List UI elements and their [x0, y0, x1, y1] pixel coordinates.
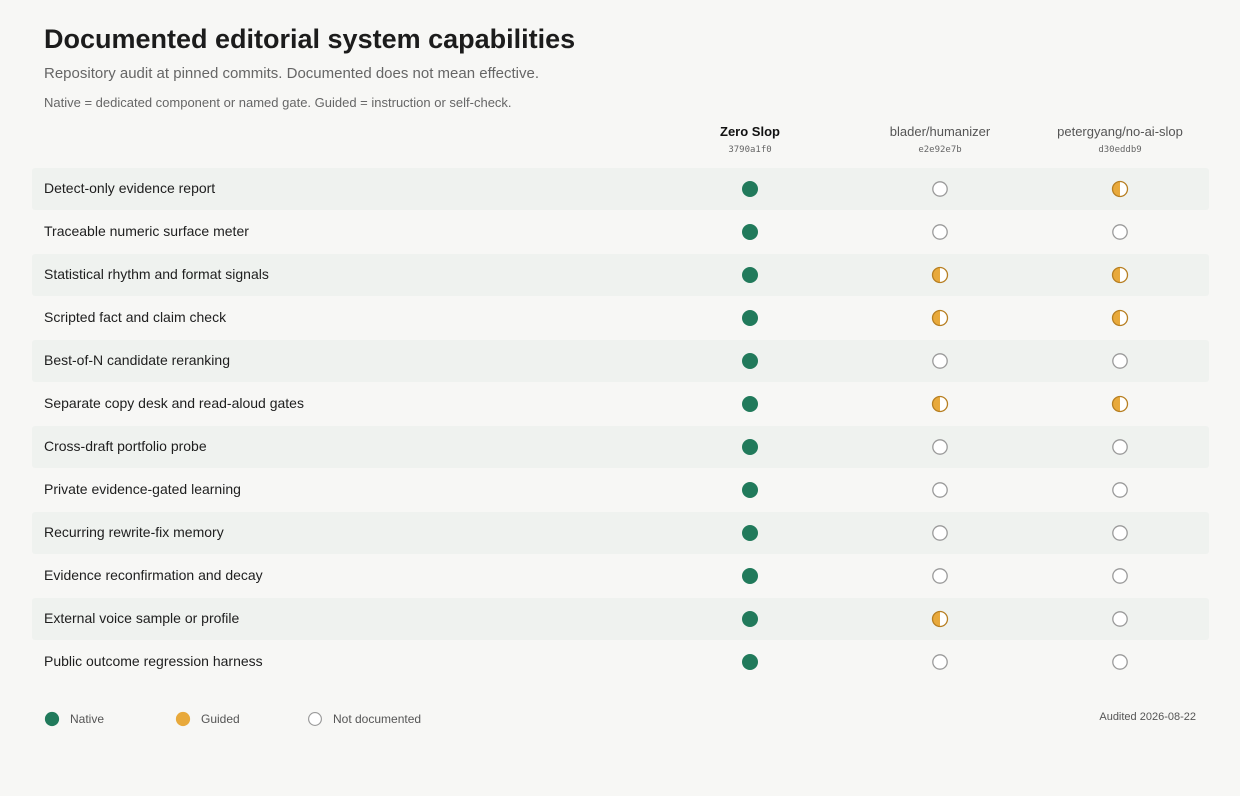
status-mark-none — [931, 180, 949, 198]
status-mark-native — [741, 266, 759, 284]
status-mark-none — [1111, 481, 1129, 499]
capability-label: Private evidence-gated learning — [44, 481, 241, 497]
status-mark-native — [741, 223, 759, 241]
status-mark-guided — [931, 309, 949, 327]
column-commit: e2e92e7b — [918, 145, 962, 155]
status-mark-none — [1111, 223, 1129, 241]
status-mark-native — [741, 524, 759, 542]
status-mark-native — [741, 395, 759, 413]
status-mark-none — [1111, 438, 1129, 456]
status-mark-guided — [1111, 309, 1129, 327]
status-mark-none — [931, 567, 949, 585]
column-header: blader/humanizer e2e92e7b — [840, 124, 1040, 155]
status-mark-guided — [1111, 266, 1129, 284]
legend-label: Native — [70, 712, 105, 726]
column-name: blader/humanizer — [889, 124, 991, 139]
capability-label: Best-of-N candidate reranking — [44, 352, 230, 368]
status-mark-none — [931, 223, 949, 241]
table-row: Evidence reconfirmation and decay — [32, 555, 1209, 597]
status-mark-none — [931, 481, 949, 499]
status-mark-guided — [1111, 180, 1129, 198]
table-row: Recurring rewrite-fix memory — [32, 512, 1209, 554]
status-mark-native — [741, 309, 759, 327]
status-mark-native — [741, 180, 759, 198]
capability-label: Traceable numeric surface meter — [44, 223, 249, 239]
column-name: petergyang/no-ai-slop — [1057, 124, 1183, 139]
status-mark-native — [741, 481, 759, 499]
status-mark-none — [931, 653, 949, 671]
column-name: Zero Slop — [720, 124, 780, 139]
capability-label: Cross-draft portfolio probe — [44, 438, 207, 454]
table-row: Best-of-N candidate reranking — [32, 340, 1209, 382]
table-row: Scripted fact and claim check — [32, 297, 1209, 339]
status-mark-none — [1111, 567, 1129, 585]
status-mark-guided — [931, 266, 949, 284]
page-title: Documented editorial system capabilities — [44, 24, 576, 54]
status-mark-none — [1111, 352, 1129, 370]
legend-note: Native = dedicated component or named ga… — [44, 95, 512, 110]
status-mark-none — [1111, 610, 1129, 628]
table-row: Private evidence-gated learning — [32, 469, 1209, 511]
column-header: petergyang/no-ai-slop d30eddb9 — [1020, 124, 1220, 155]
column-commit: 3790a1f0 — [728, 145, 772, 155]
status-mark-guided — [931, 395, 949, 413]
table-row: Public outcome regression harness — [32, 641, 1209, 683]
table-row: Statistical rhythm and format signals — [32, 254, 1209, 296]
status-mark-none — [1111, 524, 1129, 542]
legend-label: Not documented — [333, 712, 422, 726]
page-subtitle: Repository audit at pinned commits. Docu… — [44, 65, 539, 82]
status-mark-none — [931, 524, 949, 542]
status-mark-native — [741, 438, 759, 456]
status-mark-guided — [931, 610, 949, 628]
legend-swatch — [308, 712, 322, 726]
column-commit: d30eddb9 — [1098, 145, 1142, 155]
status-mark-guided — [1111, 395, 1129, 413]
table-row: Detect-only evidence report — [32, 168, 1209, 210]
capability-label: Evidence reconfirmation and decay — [44, 567, 263, 583]
capability-label: Detect-only evidence report — [44, 180, 216, 196]
table-row: Separate copy desk and read-aloud gates — [32, 383, 1209, 425]
table-row: Cross-draft portfolio probe — [32, 426, 1209, 468]
status-mark-none — [931, 438, 949, 456]
capability-label: External voice sample or profile — [44, 610, 240, 626]
legend-swatch — [175, 711, 191, 727]
legend-item-none: Not documented — [307, 710, 421, 728]
status-mark-none — [1111, 653, 1129, 671]
status-mark-none — [931, 352, 949, 370]
capability-label: Scripted fact and claim check — [44, 309, 227, 325]
capability-label: Recurring rewrite-fix memory — [44, 524, 224, 540]
capability-label: Separate copy desk and read-aloud gates — [44, 395, 304, 411]
table-row: External voice sample or profile — [32, 598, 1209, 640]
column-header: Zero Slop 3790a1f0 — [650, 124, 850, 155]
table-row: Traceable numeric surface meter — [32, 211, 1209, 253]
capability-label: Statistical rhythm and format signals — [44, 266, 269, 282]
status-mark-native — [741, 567, 759, 585]
legend-item-native: Native — [44, 710, 104, 728]
audit-date: Audited 2026-08-22 — [1099, 711, 1196, 723]
status-mark-native — [741, 653, 759, 671]
status-mark-native — [741, 610, 759, 628]
legend-swatch — [44, 711, 60, 727]
legend-item-guided: Guided — [175, 710, 240, 728]
capability-label: Public outcome regression harness — [44, 653, 263, 669]
legend-label: Guided — [201, 712, 240, 726]
status-mark-native — [741, 352, 759, 370]
